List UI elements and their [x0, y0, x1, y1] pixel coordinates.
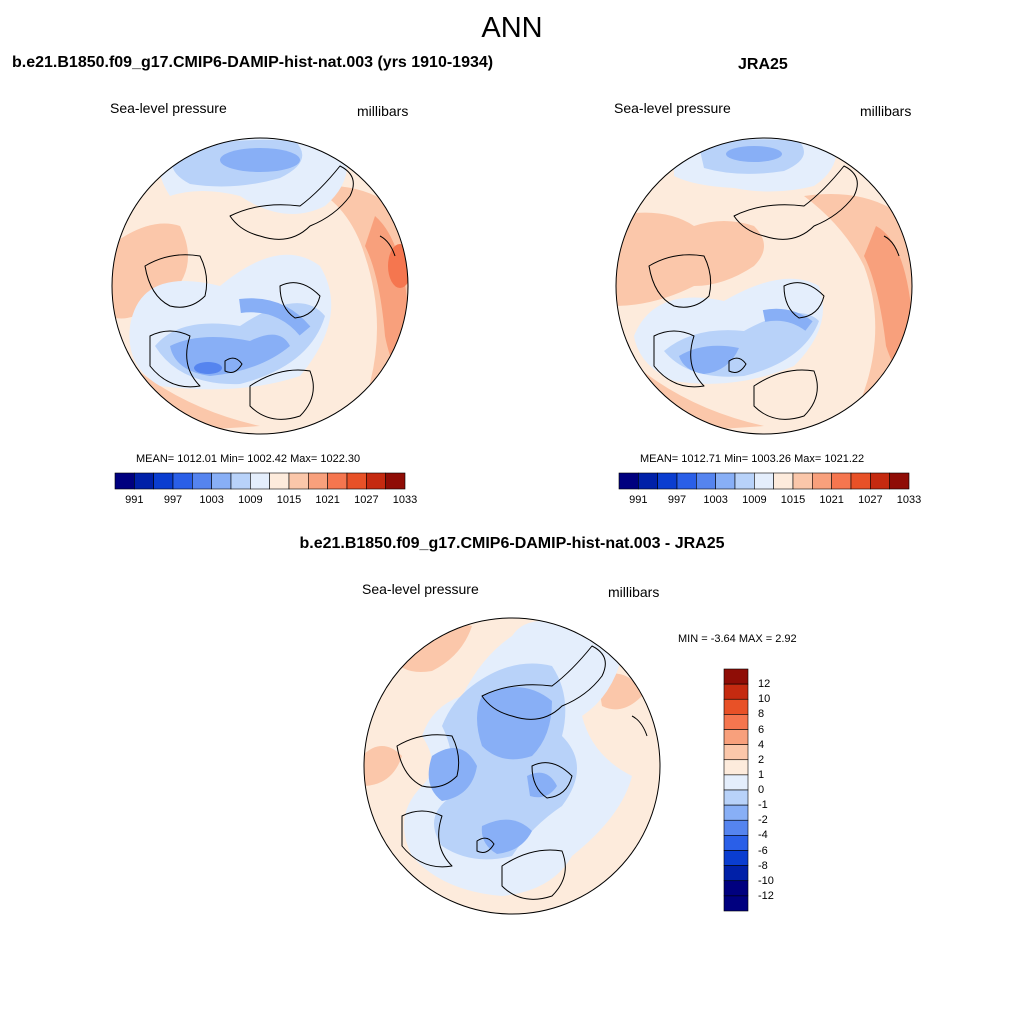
- colorbar-tick-label: 6: [758, 723, 765, 736]
- colorbar-tick-label: 1015: [780, 494, 806, 506]
- colorbar-swatch: [889, 472, 910, 490]
- panel-2-units-label: millibars: [860, 103, 912, 119]
- colorbar-swatch: [172, 472, 193, 490]
- figure-title: ANN: [481, 12, 543, 44]
- colorbar-tick-label: -1: [758, 799, 768, 812]
- colorbar-tick-label: 12: [758, 678, 771, 691]
- colorbar-swatch: [676, 472, 697, 490]
- colorbar-swatch: [734, 472, 755, 490]
- colorbar-tick-label: -12: [758, 889, 774, 902]
- colorbar-tick-label: 10: [758, 693, 771, 706]
- colorbar-swatch: [723, 759, 749, 776]
- panel-2-polar-map: [615, 137, 913, 435]
- colorbar-swatch: [723, 895, 749, 912]
- colorbar-swatch: [850, 472, 871, 490]
- colorbar-swatch: [308, 472, 328, 490]
- colorbar-swatch: [230, 472, 251, 490]
- colorbar-swatch: [134, 472, 154, 490]
- panel-1-polar-map: [111, 137, 409, 435]
- colorbar-tick-label: -2: [758, 814, 768, 827]
- colorbar-swatch: [812, 472, 832, 490]
- colorbar-swatch: [192, 472, 212, 490]
- colorbar-tick-label: 1009: [742, 494, 767, 506]
- colorbar-swatch: [696, 472, 716, 490]
- colorbar-tick-label: 991: [629, 494, 648, 506]
- colorbar-swatch: [723, 683, 749, 700]
- colorbar-swatch: [723, 835, 749, 851]
- colorbar-tick-label: 997: [163, 494, 183, 506]
- colorbar-swatch: [366, 472, 386, 490]
- colorbar-swatch: [638, 472, 658, 490]
- colorbar-swatch: [269, 472, 290, 490]
- panel-3-colorbar-labels: 12 10 8 6 4 2 1 0 -1 -2 -4 -6 -8 -10 -12: [758, 669, 788, 911]
- panel-2-colorbar-labels: 991 997 1003 1009 1015 1021 1027 1033: [619, 494, 921, 508]
- colorbar-swatch: [723, 668, 749, 685]
- panel-3-title: b.e21.B1850.f09_g17.CMIP6-DAMIP-hist-nat…: [299, 535, 725, 552]
- colorbar-swatch: [723, 698, 749, 715]
- colorbar-swatch: [327, 472, 348, 490]
- colorbar-tick-label: 2: [758, 753, 765, 766]
- colorbar-swatch: [346, 472, 367, 490]
- panel-1-units-label: millibars: [357, 103, 409, 119]
- panel-3-stats: MIN = -3.64 MAX = 2.92: [678, 633, 797, 645]
- colorbar-tick-label: -6: [758, 844, 768, 857]
- colorbar-swatch: [715, 472, 736, 490]
- panel-3-variable-label: Sea-level pressure: [362, 581, 479, 597]
- colorbar-tick-label: 1021: [315, 494, 340, 506]
- panel-1-variable-label: Sea-level pressure: [110, 100, 227, 116]
- colorbar-tick-label: 1027: [858, 494, 883, 506]
- colorbar-swatch: [723, 729, 749, 745]
- colorbar-swatch: [114, 472, 135, 490]
- colorbar-tick-label: 8: [758, 708, 765, 721]
- colorbar-tick-label: 997: [667, 494, 687, 506]
- panel-2-title: JRA25: [738, 56, 788, 73]
- colorbar-swatch: [657, 472, 678, 490]
- panel-2-stats: MEAN= 1012.71 Min= 1003.26 Max= 1021.22: [640, 453, 865, 465]
- colorbar-swatch: [723, 850, 749, 866]
- colorbar-swatch: [870, 472, 890, 490]
- colorbar-swatch: [773, 472, 794, 490]
- colorbar-swatch: [723, 880, 749, 897]
- colorbar-swatch: [385, 472, 406, 490]
- colorbar-swatch: [754, 472, 774, 490]
- panel-1-title: b.e21.B1850.f09_g17.CMIP6-DAMIP-hist-nat…: [12, 54, 494, 71]
- panel-2-variable-label: Sea-level pressure: [614, 100, 731, 116]
- colorbar-swatch: [792, 472, 813, 490]
- colorbar-tick-label: -10: [758, 874, 774, 887]
- colorbar-swatch: [250, 472, 270, 490]
- colorbar-tick-label: 991: [125, 494, 144, 506]
- colorbar-swatch: [831, 472, 852, 490]
- colorbar-swatch: [288, 472, 309, 490]
- colorbar-swatch: [723, 714, 749, 730]
- colorbar-swatch: [211, 472, 232, 490]
- colorbar-tick-label: 1015: [276, 494, 302, 506]
- colorbar-swatch: [723, 789, 749, 806]
- panel-3-colorbar: [723, 668, 749, 912]
- colorbar-tick-label: 1003: [703, 494, 728, 506]
- colorbar-swatch: [723, 865, 749, 882]
- panel-2-colorbar: [618, 472, 910, 490]
- colorbar-swatch: [723, 819, 749, 836]
- colorbar-tick-label: 1009: [238, 494, 263, 506]
- colorbar-swatch: [153, 472, 174, 490]
- colorbar-tick-label: -4: [758, 829, 768, 842]
- colorbar-tick-label: 4: [758, 738, 765, 751]
- panel-1-stats: MEAN= 1012.01 Min= 1002.42 Max= 1022.30: [136, 453, 361, 465]
- colorbar-tick-label: 1003: [199, 494, 224, 506]
- colorbar-tick-label: 1: [758, 768, 765, 781]
- colorbar-tick-label: 1027: [354, 494, 379, 506]
- colorbar-tick-label: 1033: [896, 494, 922, 506]
- colorbar-tick-label: -8: [758, 859, 768, 872]
- panel-3-polar-map: [363, 617, 661, 915]
- colorbar-tick-label: 1033: [392, 494, 418, 506]
- colorbar-swatch: [723, 774, 749, 791]
- colorbar-swatch: [723, 804, 749, 821]
- panel-3-units-label: millibars: [608, 584, 660, 600]
- panel-1-colorbar-labels: 991 997 1003 1009 1015 1021 1027 1033: [115, 494, 417, 508]
- colorbar-tick-label: 0: [758, 784, 765, 796]
- colorbar-swatch: [723, 744, 749, 761]
- colorbar-tick-label: 1021: [819, 494, 844, 506]
- panel-1-colorbar: [114, 472, 406, 490]
- colorbar-swatch: [618, 472, 639, 490]
